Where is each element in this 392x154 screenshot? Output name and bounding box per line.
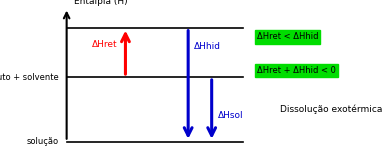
- Text: ΔHret: ΔHret: [92, 40, 118, 49]
- Text: Entalpia (H): Entalpia (H): [74, 0, 128, 6]
- Text: ΔHsol: ΔHsol: [218, 111, 243, 120]
- Text: Dissolução exotérmica: Dissolução exotérmica: [280, 105, 383, 114]
- Text: ΔHhid: ΔHhid: [194, 42, 221, 51]
- Text: ΔHret + ΔHhid < 0: ΔHret + ΔHhid < 0: [257, 66, 336, 75]
- Text: solução: solução: [27, 137, 59, 146]
- Text: soluto + solvente: soluto + solvente: [0, 73, 59, 81]
- Text: ΔHret < ΔHhid: ΔHret < ΔHhid: [257, 32, 318, 41]
